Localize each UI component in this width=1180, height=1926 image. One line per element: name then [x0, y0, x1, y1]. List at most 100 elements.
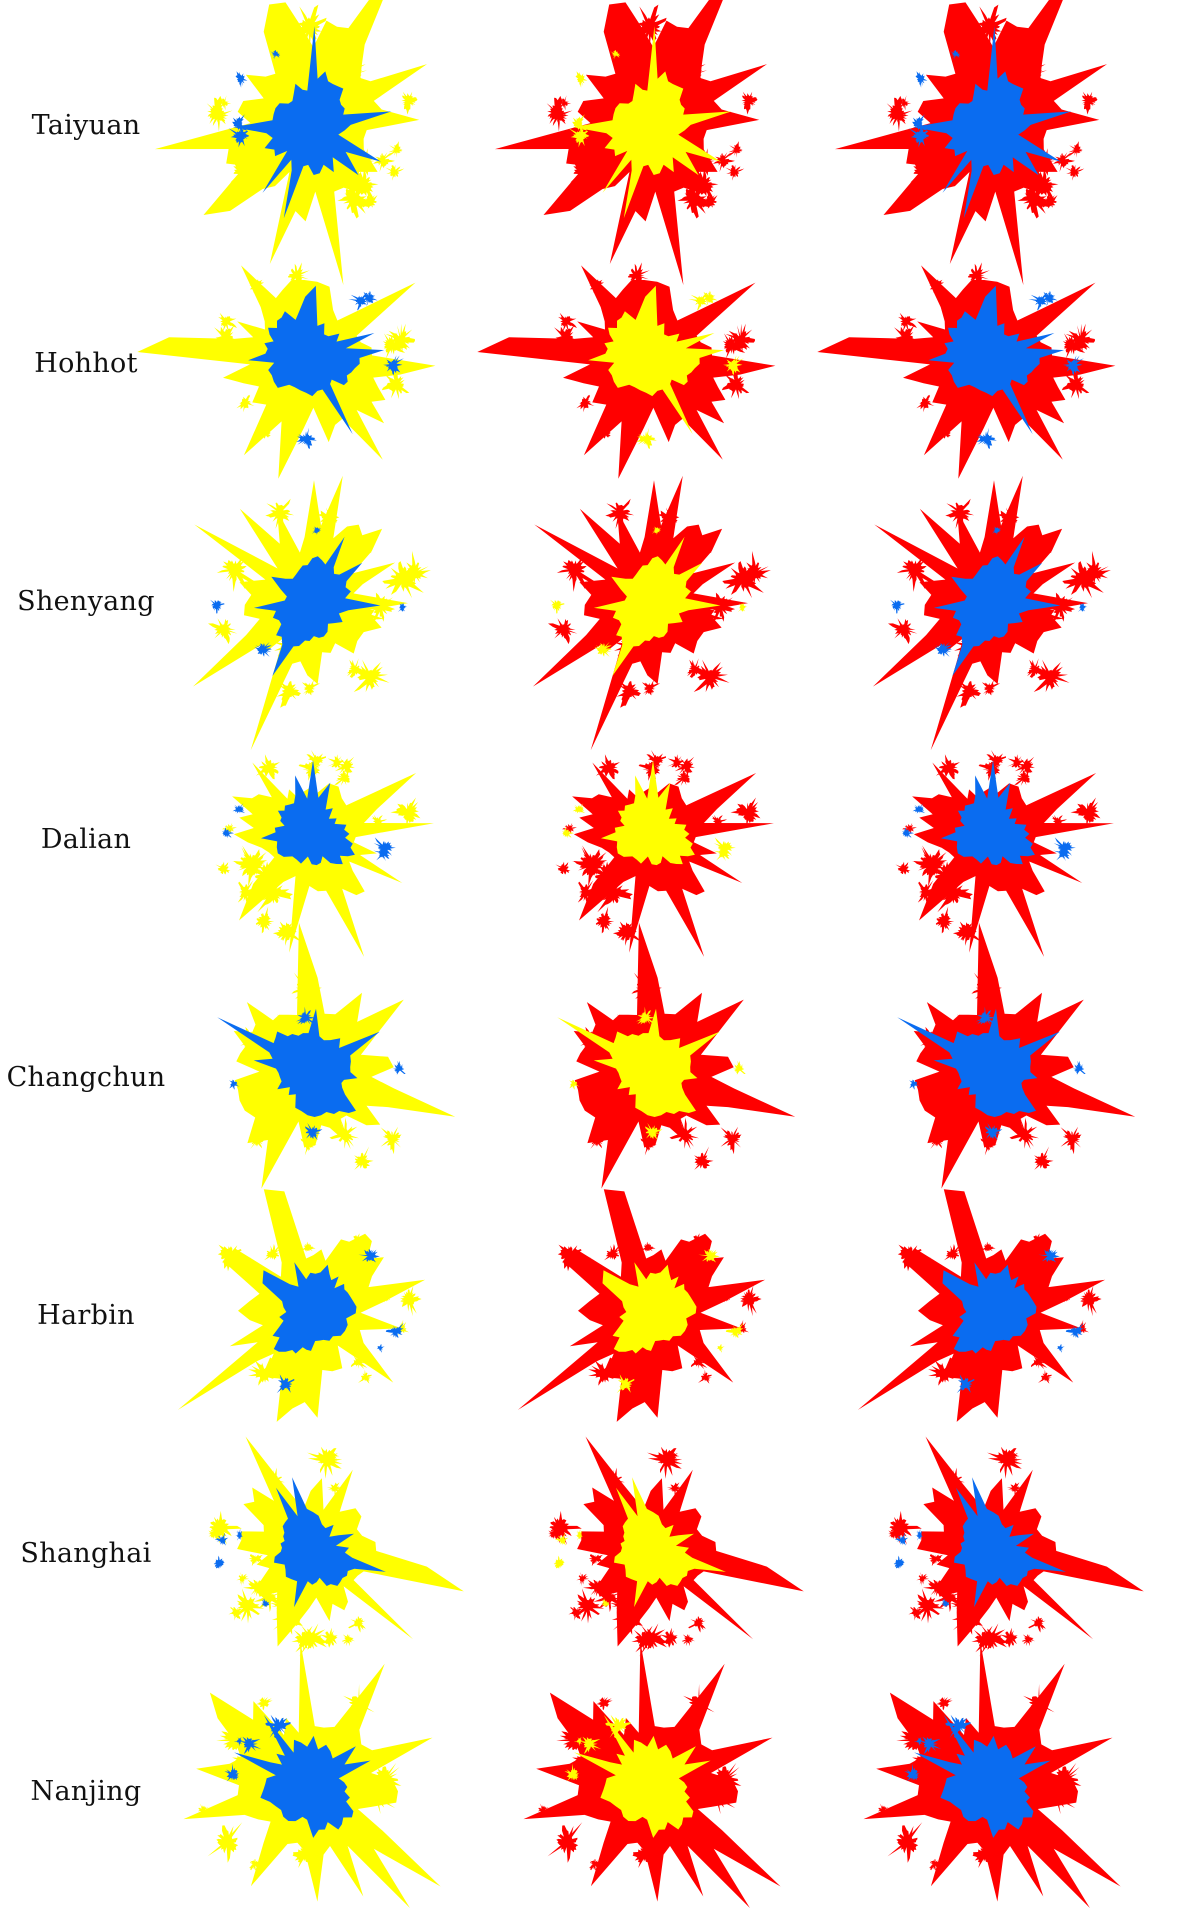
urban-patch — [255, 906, 275, 934]
urban-extent-map — [532, 475, 771, 751]
urban-patch — [944, 1244, 962, 1261]
urban-patch — [935, 906, 955, 934]
city-label: Nanjing — [30, 1775, 142, 1807]
urban-patch-core — [940, 1598, 950, 1608]
urban-patch-core — [260, 1598, 270, 1608]
urban-patch-core — [235, 1528, 243, 1541]
urban-patch — [1070, 797, 1101, 828]
urban-patch — [400, 1292, 415, 1306]
urban-patch-core — [358, 1249, 380, 1263]
urban-patch — [935, 754, 960, 780]
map-panel-2 — [535, 922, 796, 1189]
urban-patch — [1022, 1634, 1036, 1647]
urban-patch-core — [1063, 355, 1084, 375]
urban-patch-core — [254, 641, 272, 657]
urban-patch-core — [213, 1555, 225, 1569]
urban-patch — [596, 1696, 613, 1711]
urban-patch-core — [985, 1122, 1003, 1141]
urban-patch-core — [651, 526, 662, 536]
urban-patch — [401, 91, 418, 115]
urban-extent-map — [517, 1189, 766, 1422]
city-row-hohhot: Hohhot — [0, 244, 1180, 482]
urban-extent-outer — [577, 1436, 804, 1647]
urban-patch-core — [1056, 1344, 1065, 1353]
urban-patch — [216, 554, 255, 592]
urban-patch-core — [228, 123, 250, 148]
urban-patch — [306, 749, 326, 770]
urban-extent-core — [954, 1477, 1066, 1608]
urban-extent-map — [888, 1436, 1144, 1657]
urban-patch-core — [572, 803, 586, 814]
urban-patch — [721, 372, 750, 400]
urban-patch-core — [723, 355, 744, 375]
urban-extent-map — [872, 475, 1111, 751]
map-panel-1 — [183, 1641, 441, 1908]
urban-patch — [589, 1554, 604, 1567]
urban-patch — [987, 1446, 1023, 1479]
urban-patch-core — [934, 641, 952, 657]
urban-patch — [725, 323, 755, 353]
urban-patch — [898, 312, 917, 333]
urban-patch — [712, 152, 735, 173]
urban-patch — [647, 1446, 683, 1479]
map-panel-2 — [535, 1436, 804, 1664]
urban-patch — [342, 1634, 356, 1647]
urban-patch-core — [991, 526, 1002, 536]
urban-patch-core — [392, 1060, 406, 1075]
urban-extent-map — [494, 0, 767, 286]
urban-patch-core — [214, 1532, 229, 1546]
urban-patch-core — [398, 602, 408, 612]
urban-patch — [1080, 1292, 1095, 1306]
urban-patch — [293, 4, 327, 48]
urban-patch — [720, 1126, 742, 1155]
map-panel-2 — [523, 1641, 781, 1908]
urban-patch-core — [901, 827, 914, 839]
urban-patch-core — [296, 1006, 315, 1025]
urban-patch — [390, 797, 421, 828]
urban-patch — [728, 141, 743, 158]
urban-extent-core — [913, 26, 1072, 219]
urban-patch — [372, 152, 395, 173]
urban-patch — [691, 1355, 708, 1370]
urban-patch — [276, 679, 301, 708]
urban-extent-core — [253, 536, 381, 676]
urban-patch-core — [1065, 1322, 1084, 1338]
urban-patch-core — [913, 1736, 923, 1747]
urban-patch — [253, 1583, 286, 1613]
urban-patch — [548, 618, 578, 645]
city-label: Shanghai — [20, 1537, 152, 1569]
urban-patch — [595, 754, 620, 780]
urban-patch — [973, 4, 1007, 48]
urban-patch — [298, 756, 322, 783]
urban-patch-core — [894, 1532, 909, 1546]
urban-extent-map — [137, 262, 436, 479]
urban-patch — [307, 1446, 343, 1479]
urban-patch — [638, 756, 662, 783]
urban-patch — [344, 167, 379, 202]
city-row-dalian: Dalian — [0, 720, 1180, 958]
urban-patch — [975, 1623, 1009, 1657]
urban-patch-core — [553, 1555, 565, 1569]
urban-patch-core — [698, 1249, 720, 1263]
urban-patch — [337, 183, 370, 219]
urban-patch-core — [909, 1079, 920, 1090]
urban-patch — [595, 906, 615, 934]
urban-patch — [1017, 183, 1050, 219]
urban-patch — [555, 861, 571, 875]
urban-patch — [922, 1575, 954, 1599]
urban-extent-core — [928, 285, 1065, 435]
urban-patch-core — [1072, 1060, 1086, 1075]
urban-patch — [886, 95, 909, 124]
urban-patch — [635, 1623, 669, 1657]
map-panel-3 — [872, 475, 1111, 751]
urban-patch-core — [385, 1322, 404, 1338]
city-label: Changchun — [6, 1061, 166, 1093]
urban-patch-core — [732, 1060, 746, 1075]
urban-patch — [698, 1369, 712, 1384]
urban-patch-core — [561, 827, 574, 839]
urban-patch-core — [578, 1736, 602, 1755]
urban-extent-map — [548, 1436, 804, 1657]
urban-patch — [222, 822, 237, 835]
urban-patch — [1061, 372, 1090, 400]
urban-patch — [674, 769, 690, 786]
